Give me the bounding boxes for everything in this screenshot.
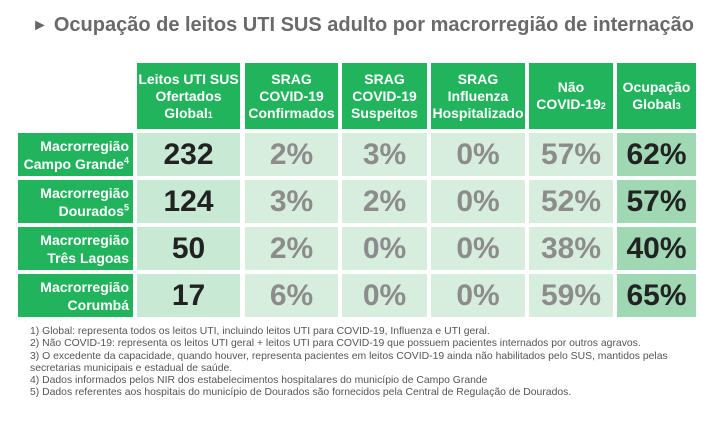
footnotes: 1) Global: representa todos os leitos UT… bbox=[30, 326, 700, 400]
row-label-line: Macrorregião bbox=[40, 137, 129, 155]
row-label: Macrorregião Três Lagoas bbox=[18, 227, 133, 270]
header-line: SRAG bbox=[364, 70, 405, 87]
triangle-bullet-icon: ► bbox=[32, 16, 48, 34]
row-label-line: Dourados5 bbox=[59, 202, 129, 220]
table-cell: 232 bbox=[137, 133, 240, 176]
header-line: SRAG bbox=[457, 70, 499, 87]
row-label-line: Macrorregião bbox=[40, 184, 129, 202]
header-line-wrap: Global 1 bbox=[164, 104, 213, 121]
table-cell: 2% bbox=[245, 133, 338, 176]
table-cell: 52% bbox=[529, 180, 613, 223]
table-cell: 0% bbox=[431, 227, 525, 270]
row-label-text: Corumbá bbox=[67, 296, 129, 313]
page-title: ► Ocupação de leitos UTI SUS adulto por … bbox=[32, 14, 694, 37]
column-header: Leitos UTI SUS Ofertados Global 1 bbox=[137, 63, 240, 129]
table-cell: 0% bbox=[342, 227, 427, 270]
column-header: Não COVID-19 2 bbox=[529, 63, 613, 129]
column-header: SRAG Influenza Hospitalizado bbox=[431, 63, 525, 129]
row-label-text: Três Lagoas bbox=[47, 249, 129, 266]
footnote: 3) O excedente da capacidade, quando hou… bbox=[30, 350, 668, 374]
footnote-marker: 5 bbox=[123, 201, 129, 212]
table-cell: 50 bbox=[137, 227, 240, 270]
table-cell: 62% bbox=[617, 133, 696, 176]
table-cell: 38% bbox=[529, 227, 613, 270]
table-cell: 40% bbox=[617, 227, 696, 270]
column-header: SRAG COVID-19 Suspeitos bbox=[342, 63, 427, 129]
row-label-line: Corumbá bbox=[68, 296, 129, 314]
row-label-text: Macrorregião bbox=[40, 231, 129, 248]
header-line: Ofertados bbox=[155, 87, 222, 104]
row-label-text: Macrorregião bbox=[40, 184, 129, 201]
row-label-line: Macrorregião bbox=[40, 231, 129, 249]
table-cell: 3% bbox=[342, 133, 427, 176]
footnote: 4) Dados informados pelos NIR dos estabe… bbox=[30, 375, 488, 387]
row-label: Macrorregião Dourados5 bbox=[18, 180, 133, 223]
header-line: Suspeitos bbox=[351, 104, 418, 121]
table-cell: 3% bbox=[245, 180, 338, 223]
footnote: 5) Dados referentes aos hospitais do mun… bbox=[30, 387, 572, 399]
row-label-line: Campo Grande4 bbox=[24, 155, 129, 173]
row-label: Macrorregião Campo Grande4 bbox=[18, 133, 133, 176]
header-line: Não bbox=[557, 79, 585, 95]
table-cell: 2% bbox=[342, 180, 427, 223]
row-label-text: Dourados bbox=[58, 202, 124, 219]
header-line-wrap: Global 3 bbox=[632, 96, 681, 112]
table-cell: 0% bbox=[431, 274, 525, 317]
row-label: Macrorregião Corumbá bbox=[18, 274, 133, 317]
header-line: Global bbox=[164, 104, 208, 121]
header-line: Confirmados bbox=[248, 104, 335, 121]
row-label-line: Três Lagoas bbox=[47, 249, 129, 267]
table-cell: 6% bbox=[245, 274, 338, 317]
header-line: COVID-19 bbox=[352, 87, 417, 104]
table-cell: 17 bbox=[137, 274, 240, 317]
row-label-text: Campo Grande bbox=[23, 155, 124, 172]
column-header: Ocupação Global 3 bbox=[617, 63, 696, 129]
table-cell: 57% bbox=[617, 180, 696, 223]
footnote-marker: 4 bbox=[123, 154, 129, 165]
table-cell: 0% bbox=[431, 180, 525, 223]
table-cell: 57% bbox=[529, 133, 613, 176]
footnote: 1) Global: representa todos os leitos UT… bbox=[30, 326, 490, 337]
row-label-line: Macrorregião bbox=[40, 278, 129, 296]
header-line: COVID-19 bbox=[536, 96, 601, 112]
table-cell: 0% bbox=[431, 133, 525, 176]
header-line: Influenza bbox=[447, 87, 509, 104]
table-cell: 0% bbox=[342, 274, 427, 317]
row-label-text: Macrorregião bbox=[40, 137, 129, 154]
header-line: COVID-19 bbox=[259, 87, 324, 104]
column-header: SRAG COVID-19 Confirmados bbox=[245, 63, 338, 129]
table-cell: 65% bbox=[617, 274, 696, 317]
table-cell: 2% bbox=[245, 227, 338, 270]
row-label-text: Macrorregião bbox=[40, 278, 129, 295]
header-line: Global bbox=[632, 96, 676, 112]
footnote: 2) Não COVID-19: representa os leitos UT… bbox=[30, 338, 641, 350]
header-line: SRAG bbox=[271, 70, 312, 87]
header-line: Ocupação bbox=[622, 79, 691, 95]
table-cell: 124 bbox=[137, 180, 240, 223]
header-line: Hospitalizado bbox=[432, 104, 524, 121]
header-line: Leitos UTI SUS bbox=[138, 70, 239, 87]
title-text: Ocupação de leitos UTI SUS adulto por ma… bbox=[53, 14, 694, 36]
table-cell: 59% bbox=[529, 274, 613, 317]
header-line-wrap: COVID-19 2 bbox=[536, 96, 606, 112]
